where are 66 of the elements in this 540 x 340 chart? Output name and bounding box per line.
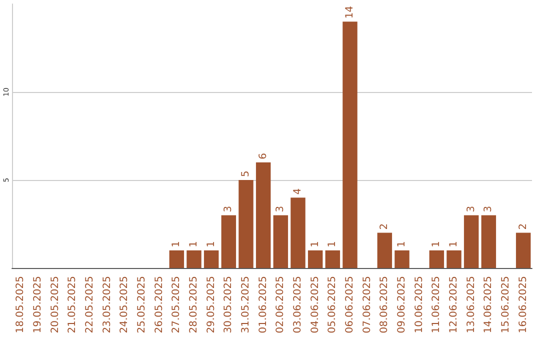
bar: [169, 250, 184, 268]
bar: [394, 250, 410, 268]
x-tick-label: 04.06.2025: [310, 276, 321, 334]
data-label: 1: [171, 241, 182, 248]
bar: [221, 215, 236, 268]
bar: [273, 215, 288, 268]
data-label: 3: [223, 206, 234, 212]
bar: [481, 215, 496, 268]
data-label: 1: [206, 241, 217, 248]
x-tick-label: 01.06.2025: [258, 276, 269, 334]
x-tick-label: 05.06.2025: [327, 276, 338, 334]
x-tick-label: 29.05.2025: [206, 276, 217, 334]
x-tick-label: 18.05.2025: [15, 276, 26, 334]
x-tick-label: 26.05.2025: [154, 276, 165, 334]
x-tick-label: 08.06.2025: [379, 276, 390, 334]
x-tick-label: 22.05.2025: [84, 276, 96, 334]
x-tick-label: 14.06.2025: [483, 276, 494, 334]
data-label: 14: [344, 6, 356, 19]
x-tick-label: 12.06.2025: [448, 276, 460, 334]
bar: [238, 180, 254, 268]
x-tick-label: 02.06.2025: [275, 276, 286, 334]
data-label: 5: [240, 170, 252, 177]
x-tick-label: 10.06.2025: [414, 276, 425, 334]
bar: [516, 232, 531, 268]
data-label: 3: [483, 206, 494, 212]
bar: [256, 162, 271, 268]
x-tick-label: 19.05.2025: [32, 276, 44, 334]
data-label: 3: [275, 206, 286, 212]
x-tick-label: 27.05.2025: [171, 276, 182, 334]
x-tick-label: 03.06.2025: [292, 276, 304, 334]
bar: [308, 250, 323, 268]
x-tick-label: 30.05.2025: [223, 276, 234, 334]
bar: [290, 198, 306, 268]
bar: [429, 250, 444, 268]
x-tick-label: 21.05.2025: [67, 276, 78, 334]
x-tick-label: 07.06.2025: [362, 276, 373, 334]
data-label: 3: [466, 206, 477, 212]
x-tick-label: 25.05.2025: [136, 276, 148, 334]
x-tick-label: 20.05.2025: [50, 276, 61, 334]
x-tick-label: 23.05.2025: [102, 276, 113, 334]
data-label: 2: [379, 223, 390, 230]
bar: [186, 250, 202, 268]
data-label: 1: [448, 241, 460, 248]
bar: [377, 232, 392, 268]
bar: [446, 250, 462, 268]
x-tick-label: 13.06.2025: [466, 276, 477, 334]
x-tick-label: 11.06.2025: [431, 276, 442, 334]
bar: [464, 215, 479, 268]
x-tick-label: 09.06.2025: [396, 276, 408, 334]
bar: [325, 250, 340, 268]
data-label: 2: [518, 223, 529, 230]
data-label: 6: [258, 153, 269, 160]
data-label: 1: [396, 241, 408, 248]
x-tick-label: 06.06.2025: [344, 276, 356, 334]
bar: [342, 22, 358, 268]
data-label: 4: [292, 188, 304, 195]
x-tick-label: 15.06.2025: [500, 276, 512, 334]
x-tick-label: 31.05.2025: [240, 276, 252, 334]
x-tick-label: 16.06.2025: [518, 276, 529, 334]
x-tick-label: 28.05.2025: [188, 276, 200, 334]
bar: [204, 250, 219, 268]
data-label: 1: [310, 241, 321, 248]
data-label: 1: [188, 241, 200, 248]
x-tick-label: 24.05.2025: [119, 276, 130, 334]
data-label: 1: [327, 241, 338, 248]
data-label: 1: [431, 241, 442, 248]
